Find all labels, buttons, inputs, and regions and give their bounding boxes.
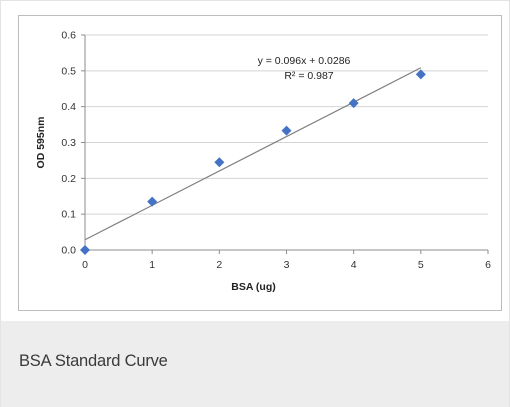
x-tick-label: 1 xyxy=(149,259,155,271)
data-point xyxy=(415,69,426,80)
x-tick-label: 5 xyxy=(418,259,424,271)
data-point xyxy=(214,157,225,168)
axes xyxy=(81,34,489,254)
y-tick-label: 0.6 xyxy=(61,30,76,42)
trendline xyxy=(84,67,422,241)
data-points xyxy=(80,69,426,255)
chart-frame: 0.0 0.1 0.2 0.3 0.4 0.5 0.6 0 1 2 3 4 5 6 y = 0.096x … xyxy=(18,15,502,311)
data-point xyxy=(281,125,292,136)
y-tick-label: 0.2 xyxy=(61,173,76,185)
caption-band: BSA Standard Curve xyxy=(1,321,509,407)
y-tick-label: 0.0 xyxy=(61,245,76,257)
data-point xyxy=(80,245,90,255)
gridlines xyxy=(85,34,488,215)
x-axis-title: BSA (ug) xyxy=(231,281,276,293)
x-tick-label: 3 xyxy=(284,259,290,271)
data-point xyxy=(348,98,359,109)
y-tick-label: 0.1 xyxy=(61,209,76,221)
x-tick-label: 6 xyxy=(485,259,491,271)
r-squared-label: R² = 0.987 xyxy=(284,70,333,82)
x-tick-label: 0 xyxy=(82,259,88,271)
figure-caption: BSA Standard Curve xyxy=(19,352,168,370)
y-axis-title: OD 595nm xyxy=(35,117,47,169)
trendline-equation: y = 0.096x + 0.0286 xyxy=(258,55,351,67)
y-tick-label: 0.5 xyxy=(61,65,76,77)
standard-curve-chart: 0.0 0.1 0.2 0.3 0.4 0.5 0.6 0 1 2 3 4 5 6 y = 0.096x … xyxy=(35,30,491,294)
y-tick-label: 0.4 xyxy=(61,101,76,113)
data-point xyxy=(147,196,158,207)
tick-labels: 0.0 0.1 0.2 0.3 0.4 0.5 0.6 0 1 2 3 4 5 6 xyxy=(61,30,491,272)
y-tick-label: 0.3 xyxy=(61,137,76,149)
x-tick-label: 4 xyxy=(351,259,357,271)
trendline-layer xyxy=(84,67,422,241)
x-tick-label: 2 xyxy=(216,259,222,271)
